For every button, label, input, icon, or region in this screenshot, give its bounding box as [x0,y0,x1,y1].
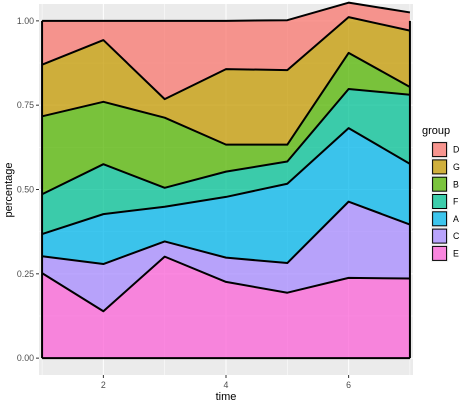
area-B [42,52,410,195]
series-line-F [41,87,411,196]
area-F [42,88,410,235]
y-tick-label: 0.25 [17,269,34,279]
legend-label-A: A [453,214,459,224]
legend-swatch-E [432,245,448,261]
y-tick-label: 0.00 [17,353,34,363]
legend-label-E: E [453,248,459,258]
y-tick-label: 0.50 [17,185,34,195]
legend-swatch-C [432,228,448,244]
legend-swatch-B [432,176,448,192]
legend-swatch-G [432,159,448,175]
y-tick-label: 0.75 [17,100,34,110]
series-line-E [41,255,410,313]
legend-label-G: G [453,162,460,172]
area-A [42,128,410,265]
y-tick-label: 1.00 [17,16,34,26]
x-tick-label: 2 [101,380,106,390]
series-line-G [41,16,411,101]
x-tick-label: 4 [224,380,229,390]
x-tick-label: 6 [346,380,351,390]
axes: 0.00 0.25 0.50 0.75 1.00 2 4 6 [17,16,351,390]
boundary-lines [41,1,411,360]
area-D [42,2,410,100]
series-line-D [42,1,411,22]
legend-label-D: D [453,145,459,155]
area-G [42,17,410,145]
legend-label-C: C [453,231,460,241]
legend-title: group [422,125,450,137]
legend-label-B: B [453,179,459,189]
legend-label-F: F [453,197,459,207]
area-E [42,256,410,359]
series-line-A [41,127,411,235]
series-line-C [41,200,411,266]
y-axis-title: percentage [3,162,15,217]
series-line-B [41,51,411,146]
legend-swatch-A [432,211,448,227]
legend-swatch-F [432,194,448,209]
legend-swatch-D [432,142,448,158]
x-axis-title: time [216,391,237,403]
